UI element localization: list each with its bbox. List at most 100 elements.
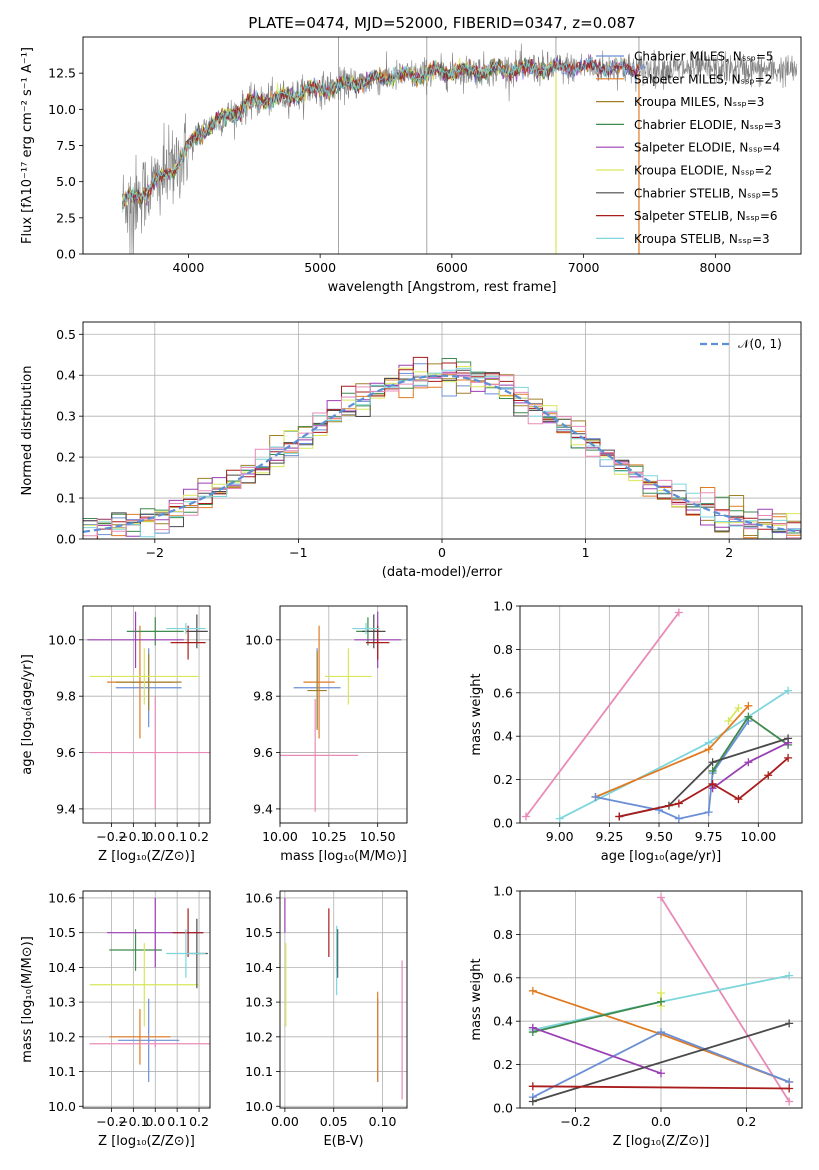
legend-entry: 𝒩(0, 1) [738,337,782,351]
weight-point-marker [674,799,683,808]
x-axis-label: Z [log₁₀(Z/Z⊙)] [98,849,195,864]
x-axis-label: E(B-V) [323,1134,363,1149]
weight-point-marker [784,686,793,695]
weight-point-marker [724,717,733,726]
plot-area [284,897,403,1100]
y-axis-label: mass [log₁₀(M/M⊙)] [20,936,35,1063]
y-tick-label: 10.1 [48,1064,76,1079]
plot-area [280,611,402,812]
y-tick-label: 0.2 [493,1057,513,1072]
x-tick-label: −0.2 [96,1114,126,1129]
weight-point-marker [734,703,743,712]
y-axis-label: age [log₁₀(age/yr)] [20,654,35,775]
weight-series-line [595,720,750,820]
weight-series-line [619,737,789,818]
weight-point-marker [708,779,717,788]
x-tick-label: 2 [725,545,733,560]
plot-area [528,893,794,1106]
weight-point-marker [674,608,683,617]
y-tick-label: 10.4 [245,960,273,975]
y-tick-label: 10.6 [48,890,76,905]
x-tick-label: 10.00 [262,829,298,844]
y-tick-label: 10.0 [245,632,273,647]
x-axis-label: mass [log₁₀(M/M⊙)] [280,849,407,864]
weight-point-marker [785,1019,794,1028]
panel-weight-vs-Z: −0.2 0.0 0.2 0.0 0.2 0.4 0.6 0.8 1.0 Z [log₁₀(Z/Z… [469,884,803,1149]
legend-entry: Chabrier ELODIE, Nₛₛₚ=3 [634,118,781,132]
y-tick-label: 1.0 [493,884,513,899]
panel-mass-vs-Z: −0.2−0.10.0 0.1 0.2 10.0 10.1 10.2 10.3 10.4 10.… [20,890,211,1149]
x-tick-label: 0.0 [651,1114,671,1129]
y-tick-label: 10.0 [48,632,76,647]
weight-series-line [532,1085,790,1090]
weight-point-marker [744,712,753,721]
x-tick-label: 9.25 [595,829,623,844]
legend-entry: Chabrier MILES, Nₛₛₚ=5 [634,50,774,64]
x-tick-label: 0.05 [320,1114,348,1129]
x-tick-label: 0.10 [369,1114,397,1129]
weight-series-line [660,897,790,1102]
weight-point-marker [674,814,683,823]
y-tick-label: 10.1 [245,1064,273,1079]
y-axis-label: mass weight [469,958,484,1040]
y-axis-label: mass weight [469,673,484,755]
y-tick-label: 10.4 [48,960,76,975]
y-tick-label: 9.4 [56,801,76,816]
x-axis-label: (data-model)/error [382,565,503,580]
weight-point-marker [744,701,753,710]
weight-series-line [532,1022,790,1103]
y-tick-label: 9.8 [56,689,76,704]
weight-point-marker [734,795,743,804]
y-tick-label: 9.4 [253,801,273,816]
y-tick-label: 10.2 [48,1029,76,1044]
weight-point-marker [704,808,713,817]
weight-series-line [727,707,740,722]
y-tick-label: 2.5 [56,210,76,225]
panel-spectrum: 4000 5000 6000 7000 8000 0.0 2.5 5.0 7.5 10.0 12.5… [20,36,802,295]
weight-point-marker [785,971,794,980]
plot-area [83,356,801,539]
x-tick-label: 9.50 [645,829,673,844]
weight-point-marker [555,814,564,823]
y-tick-label: 0.4 [493,729,513,744]
y-tick-label: 0.6 [493,685,513,700]
axes-frame [279,605,408,824]
axes-frame [519,605,803,824]
chart-title: PLATE=0474, MJD=52000, FIBERID=0347, z=0… [248,14,635,32]
y-tick-label: 0.0 [56,247,76,262]
weight-point-marker [657,988,665,997]
y-tick-label: 10.0 [48,102,76,117]
x-axis-label: Z [log₁₀(Z/Z⊙)] [613,1134,710,1149]
x-tick-label: 0.2 [737,1114,757,1129]
weight-point-marker [784,734,793,743]
weight-point-marker [764,771,773,780]
x-tick-label: 1 [582,545,590,560]
x-tick-label: −0.2 [96,829,126,844]
x-tick-label: 0.2 [189,829,209,844]
x-tick-label: 10.25 [311,829,347,844]
y-tick-label: 5.0 [56,174,76,189]
weight-series-line [525,611,680,818]
axes-frame [82,890,211,1109]
y-tick-label: 0.4 [56,368,76,383]
normal-curve [83,374,801,533]
legend-entry: Salpeter MILES, Nₛₛₚ=2 [634,72,772,86]
x-tick-label: 0.1 [167,1114,187,1129]
axes-frame [82,605,211,824]
weight-point-marker [615,812,624,821]
axes-frame [82,321,802,540]
x-tick-label: 4000 [172,260,204,275]
x-tick-label: 0 [438,545,446,560]
x-tick-label: −0.1 [118,1114,148,1129]
y-tick-label: 10.5 [245,925,273,940]
y-tick-label: 12.5 [48,66,76,81]
y-tick-label: 10.3 [48,995,76,1010]
x-tick-label: 10.50 [360,829,396,844]
weight-point-marker [744,758,753,767]
weight-point-marker [657,997,665,1006]
legend-entry: Chabrier STELIB, Nₛₛₚ=5 [634,186,779,200]
axes-frame [279,890,408,1109]
x-tick-label: 7000 [568,260,600,275]
y-tick-label: 0.6 [493,970,513,985]
y-tick-label: 7.5 [56,138,76,153]
